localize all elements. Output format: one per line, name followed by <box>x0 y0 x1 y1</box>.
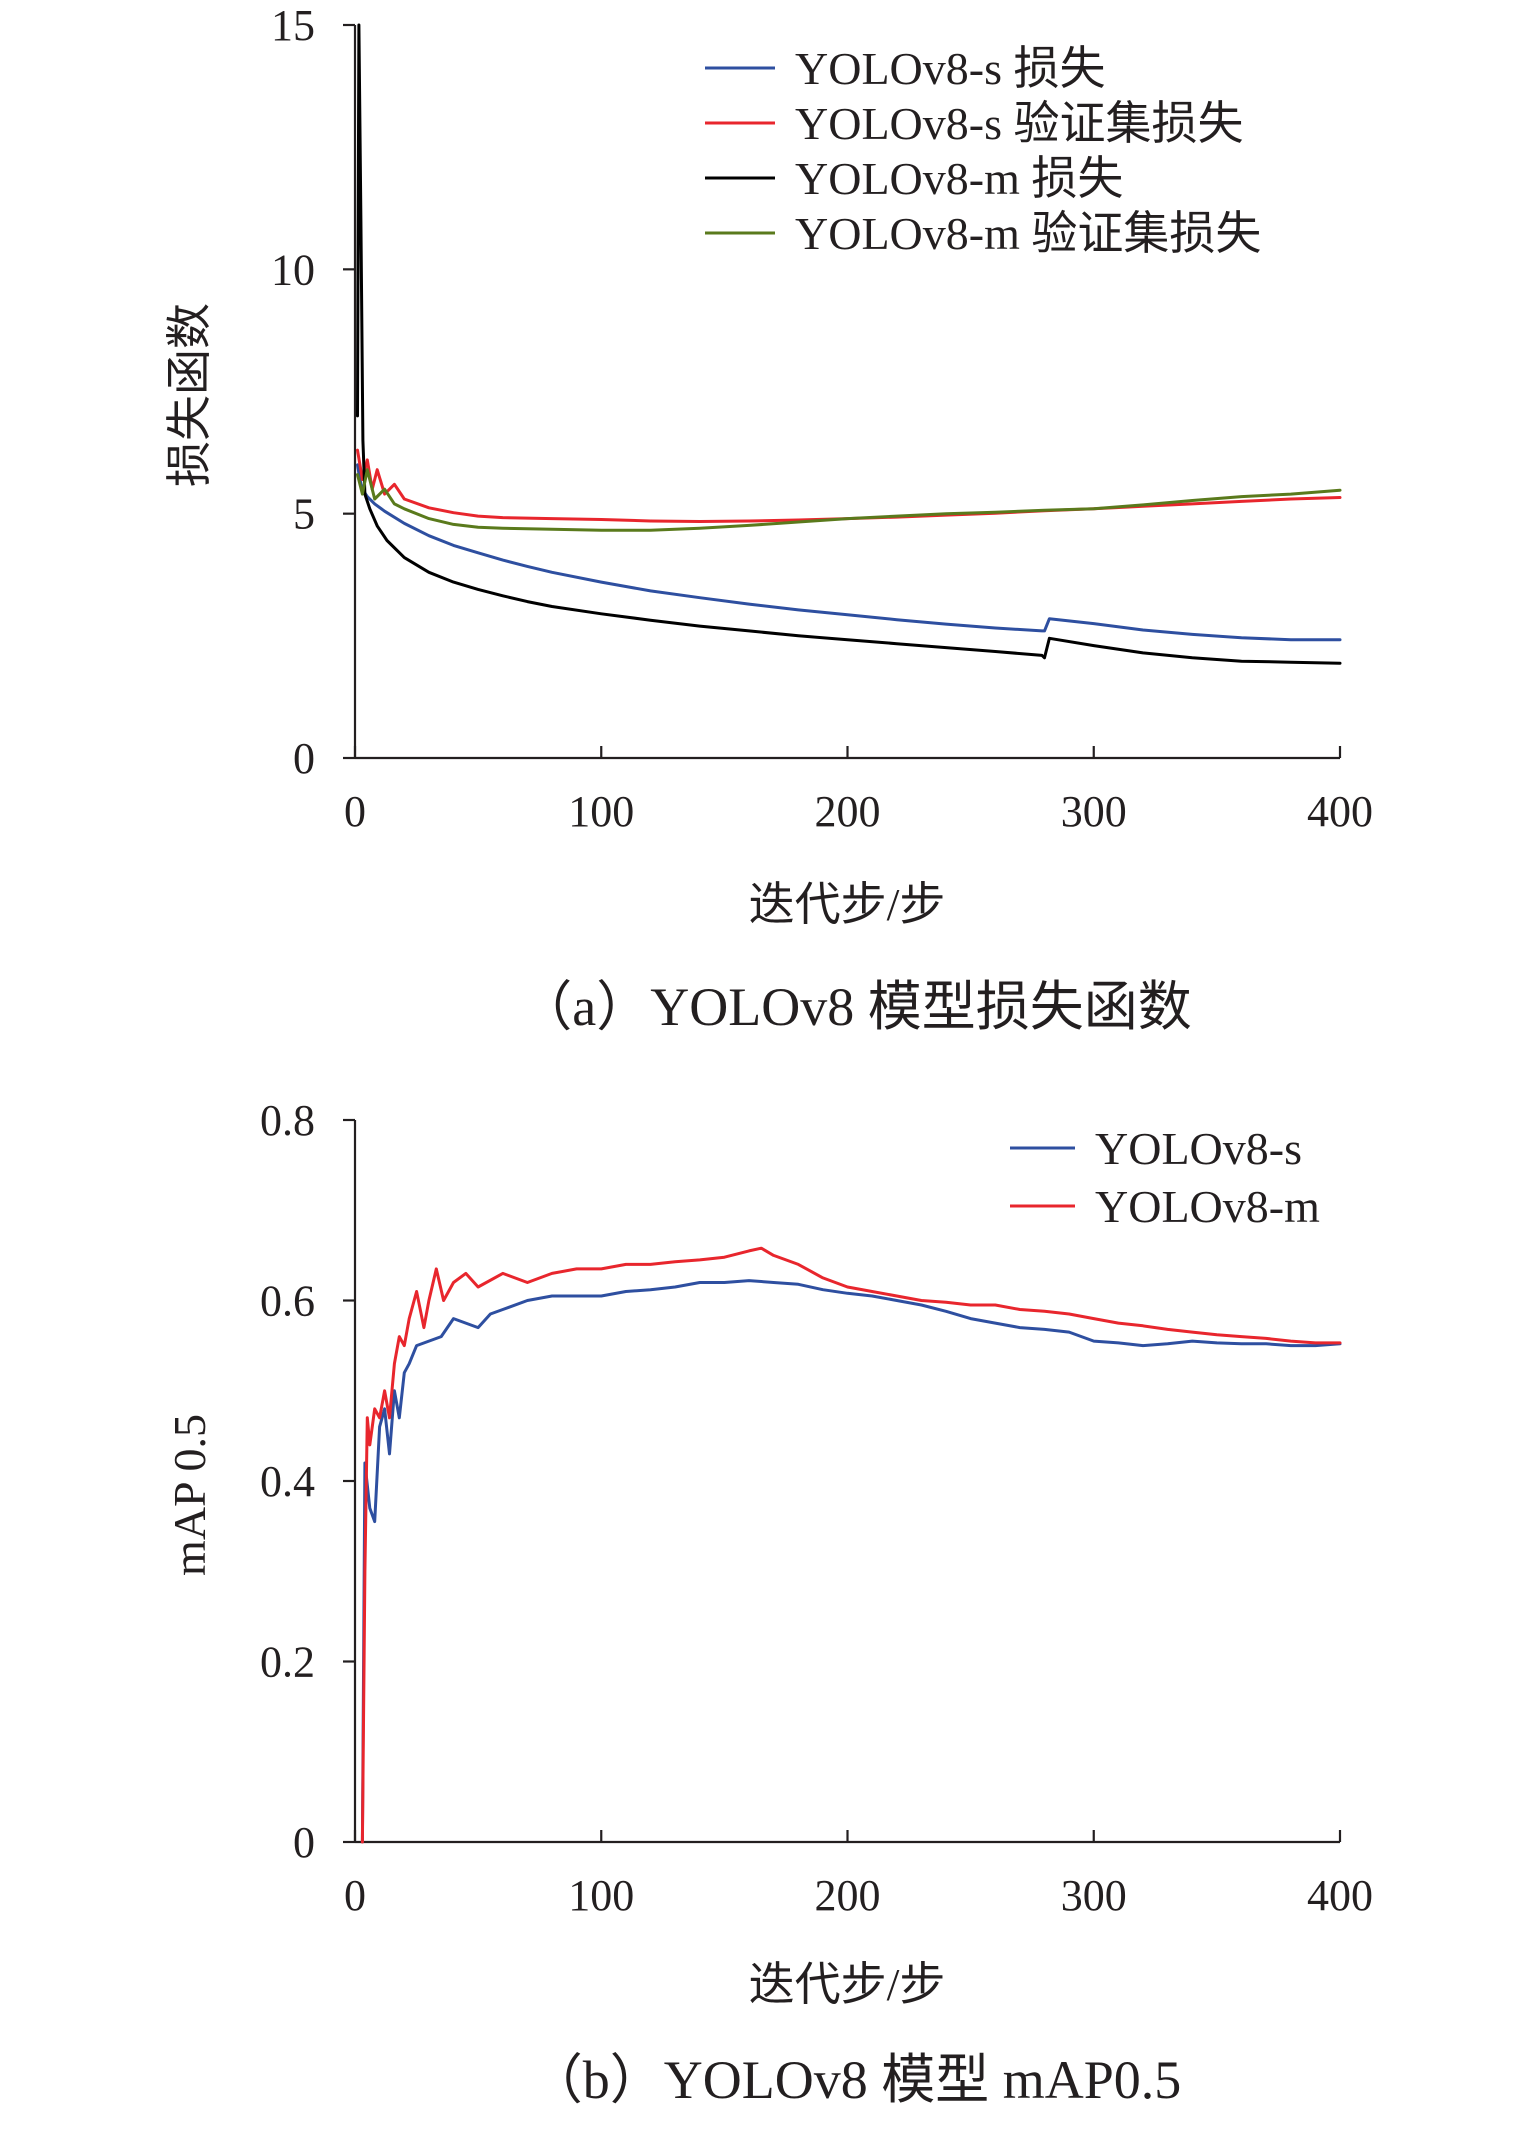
loss-chart-series <box>356 23 1342 665</box>
y-tick-label: 0 <box>293 1818 315 1867</box>
map-chart-x-axis-title: 迭代步/步 <box>749 1959 946 2010</box>
series-line-1 <box>356 463 1342 642</box>
x-tick-label: 100 <box>568 1871 634 1920</box>
loss-chart-x-axis-title: 迭代步/步 <box>749 879 946 930</box>
loss-chart-y-ticks: 0 5 10 15 <box>271 1 355 783</box>
y-tick-label: 5 <box>293 490 315 539</box>
y-tick-label: 0 <box>293 734 315 783</box>
x-tick-label: 200 <box>815 787 881 836</box>
legend-label: YOLOv8-s 损失 <box>795 43 1105 94</box>
x-tick-label: 200 <box>815 1871 881 1920</box>
series-line-2 <box>360 1246 1342 1844</box>
y-tick-label: 0.2 <box>260 1638 315 1687</box>
loss-chart-y-axis-title: 损失函数 <box>164 303 215 487</box>
series-line-2 <box>356 448 1342 523</box>
map-chart-series <box>360 1246 1342 1844</box>
map-chart-y-axis-title: mAP 0.5 <box>164 1414 215 1576</box>
series-line-4 <box>356 468 1342 532</box>
y-tick-label: 0.8 <box>260 1096 315 1145</box>
map-chart-legend: YOLOv8-s YOLOv8-m <box>1010 1123 1320 1232</box>
legend-label: YOLOv8-s 验证集损失 <box>795 98 1243 149</box>
x-tick-label: 300 <box>1061 1871 1127 1920</box>
legend-label: YOLOv8-m 损失 <box>795 153 1123 204</box>
x-tick-label: 300 <box>1061 787 1127 836</box>
loss-chart-x-ticks: 0 100 200 300 400 <box>344 746 1373 836</box>
map-chart-y-ticks: 0 0.2 0.4 0.6 0.8 <box>260 1096 355 1867</box>
series-line-1 <box>360 1279 1342 1844</box>
loss-chart-caption: （a）YOLOv8 模型损失函数 <box>518 977 1191 1037</box>
x-tick-label: 400 <box>1307 787 1373 836</box>
y-tick-label: 15 <box>271 1 315 50</box>
y-tick-label: 0.6 <box>260 1277 315 1326</box>
x-tick-label: 100 <box>568 787 634 836</box>
y-tick-label: 10 <box>271 245 315 294</box>
x-tick-label: 0 <box>344 787 366 836</box>
legend-label: YOLOv8-s <box>1095 1123 1302 1174</box>
y-tick-label: 0.4 <box>260 1457 315 1506</box>
legend-label: YOLOv8-m <box>1095 1181 1320 1232</box>
map-chart: mAP 0.5 0 0.2 0.4 0.6 0.8 0 100 200 300 400 YOLO… <box>164 1096 1373 2110</box>
x-tick-label: 400 <box>1307 1871 1373 1920</box>
map-chart-caption: （b）YOLOv8 模型 mAP0.5 <box>529 2050 1182 2110</box>
x-tick-label: 0 <box>344 1871 366 1920</box>
series-line-3 <box>356 23 1342 665</box>
map-chart-x-ticks: 0 100 200 300 400 <box>344 1830 1373 1920</box>
legend-label: YOLOv8-m 验证集损失 <box>795 208 1261 259</box>
